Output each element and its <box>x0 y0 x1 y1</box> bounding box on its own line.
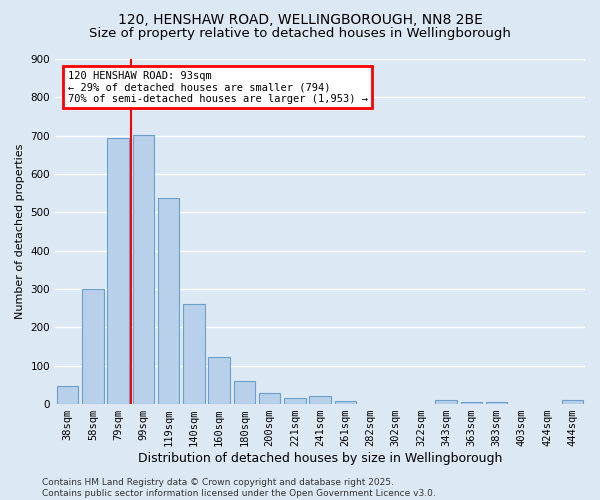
Bar <box>107 138 129 404</box>
X-axis label: Distribution of detached houses by size in Wellingborough: Distribution of detached houses by size … <box>138 452 502 465</box>
Bar <box>562 400 583 404</box>
Bar <box>183 304 205 404</box>
Bar <box>208 358 230 404</box>
Bar <box>284 398 305 404</box>
Bar <box>57 386 79 404</box>
Text: Contains HM Land Registry data © Crown copyright and database right 2025.
Contai: Contains HM Land Registry data © Crown c… <box>42 478 436 498</box>
Bar <box>133 134 154 404</box>
Bar <box>486 402 508 404</box>
Bar <box>309 396 331 404</box>
Bar <box>158 198 179 404</box>
Bar <box>461 402 482 404</box>
Bar <box>259 394 280 404</box>
Bar <box>82 289 104 404</box>
Bar <box>233 381 255 404</box>
Text: Size of property relative to detached houses in Wellingborough: Size of property relative to detached ho… <box>89 28 511 40</box>
Bar <box>436 400 457 404</box>
Bar <box>335 401 356 404</box>
Y-axis label: Number of detached properties: Number of detached properties <box>15 144 25 319</box>
Text: 120 HENSHAW ROAD: 93sqm
← 29% of detached houses are smaller (794)
70% of semi-d: 120 HENSHAW ROAD: 93sqm ← 29% of detache… <box>68 70 368 104</box>
Text: 120, HENSHAW ROAD, WELLINGBOROUGH, NN8 2BE: 120, HENSHAW ROAD, WELLINGBOROUGH, NN8 2… <box>118 12 482 26</box>
